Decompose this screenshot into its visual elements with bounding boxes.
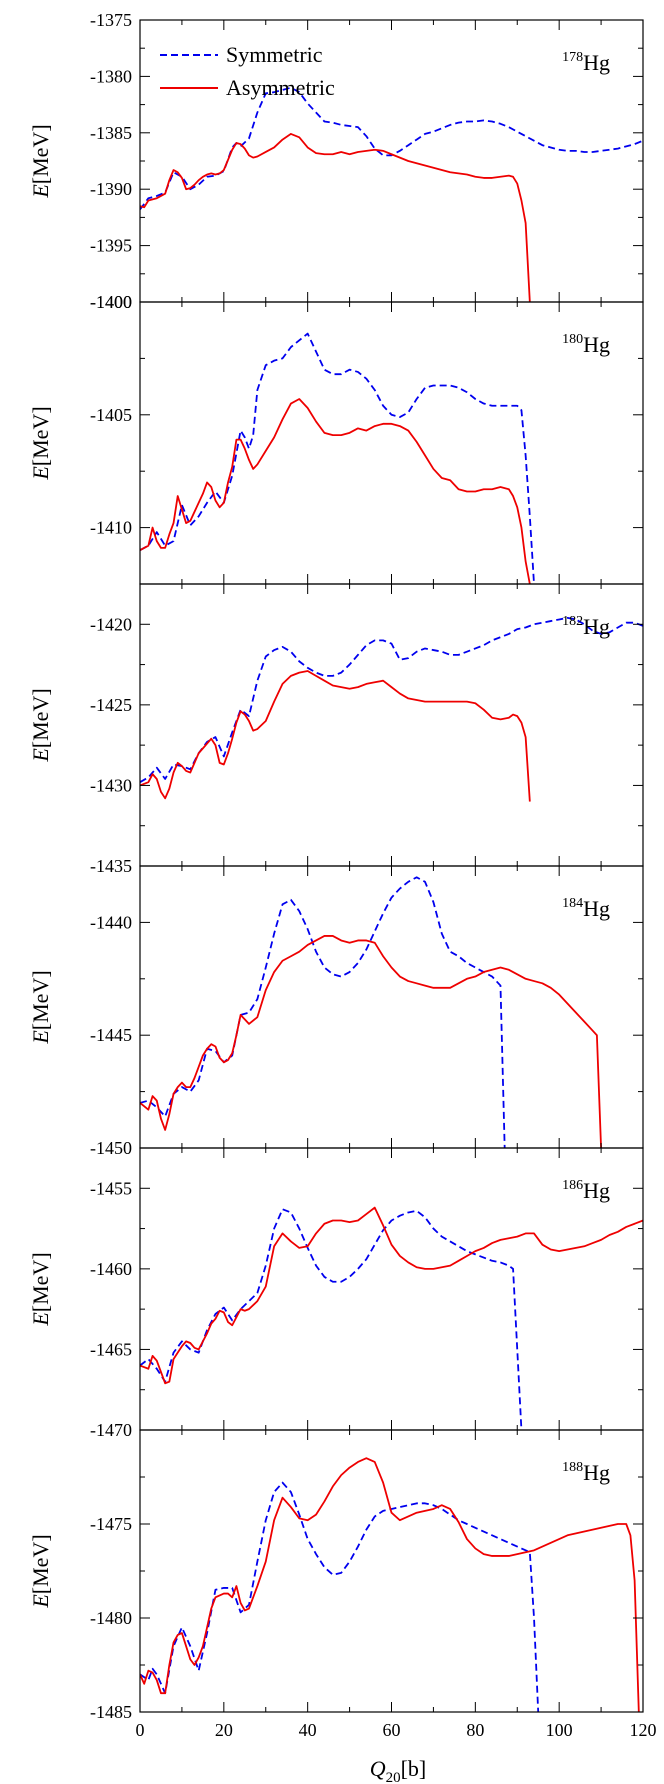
isotope-label-178: 178Hg [562, 50, 610, 75]
isotope-element: Hg [583, 896, 610, 921]
y-axis-label: E[MeV] [28, 406, 53, 480]
y-tick-label: -1475 [90, 1514, 132, 1534]
y-tick-label: -1465 [90, 1339, 132, 1359]
x-tick-label: 100 [546, 1720, 573, 1740]
isotope-element: Hg [583, 614, 610, 639]
isotope-mass: 182 [562, 614, 583, 629]
y-tick-label: -1450 [90, 1138, 132, 1158]
panel-178-hg: -1400 -1395 -1390 -1385 -1380 -1375 E[MeV] 178H… [28, 10, 644, 312]
panels: -1400-1395-1390-1385-1380-1375E[MeV]178H… [28, 10, 657, 1740]
isotope-element: Hg [583, 1460, 610, 1485]
isotope-mass: 186 [562, 1178, 583, 1193]
isotope-label-180: 180Hg [562, 332, 610, 357]
y-tick-label: -1470 [90, 1420, 132, 1440]
y-tick-label: -1430 [90, 775, 132, 795]
series-symmetric-line-178 [140, 86, 643, 211]
y-tick-label: -1455 [90, 1178, 132, 1198]
y-tick-label: -1400 [90, 292, 132, 312]
x-tick-label: 60 [383, 1720, 401, 1740]
isotope-mass: 178 [562, 50, 583, 65]
isotope-element: Hg [583, 332, 610, 357]
isotope-label-182: 182Hg [562, 614, 610, 639]
y-tick-label: -1405 [90, 405, 132, 425]
y-axis-label-unit: [MeV] [28, 124, 53, 184]
y-tick-label: -1375 [90, 10, 132, 30]
x-tick-label: 0 [136, 1720, 145, 1740]
panel-186-hg: -1470 -1465 -1460 -1455 E[MeV] 186Hg [28, 1147, 644, 1440]
series-asymmetric-line-184 [140, 935, 602, 1148]
series-symmetric-line-186 [140, 1208, 523, 1430]
y-axis-label-main: E [28, 1030, 53, 1045]
y-axis-label-unit: [MeV] [28, 1252, 53, 1312]
isotope-element: Hg [583, 50, 610, 75]
series-asymmetric-line-180 [140, 398, 531, 584]
y-axis-label-unit: [MeV] [28, 406, 53, 466]
isotope-label-188: 188Hg [562, 1460, 610, 1485]
x-tick-label: 40 [299, 1720, 317, 1740]
y-axis-label: E[MeV] [28, 970, 53, 1044]
series-symmetric-line-182 [140, 616, 643, 783]
y-axis-label: E[MeV] [28, 124, 53, 198]
x-tick-label: 80 [466, 1720, 484, 1740]
panel-184-hg: -1450 -1445 -1440 E[MeV] 184Hg [28, 865, 644, 1158]
y-tick-label: -1400 [90, 292, 132, 312]
y-tick-label: -1480 [90, 1608, 132, 1628]
y-tick-label: -1410 [90, 518, 132, 538]
x-tick-label: 20 [215, 1720, 233, 1740]
series-symmetric-line-180 [140, 332, 535, 584]
legend-asymmetric-label: Asymmetric [226, 75, 335, 100]
isotope-element: Hg [583, 1178, 610, 1203]
y-axis-label-main: E [28, 1312, 53, 1327]
y-tick-label: -1435 [90, 856, 132, 876]
y-tick-label: -1460 [90, 1259, 132, 1279]
isotope-label-184: 184Hg [562, 896, 610, 921]
x-tick-label: 120 [630, 1720, 657, 1740]
x-axis-label-unit: [b] [401, 1756, 427, 1781]
series-asymmetric-line-186 [140, 1206, 643, 1385]
y-axis-label-unit: [MeV] [28, 1534, 53, 1594]
y-tick-label: -1380 [90, 66, 132, 86]
series-symmetric-line-184 [140, 876, 506, 1148]
y-axis-label-main: E [28, 184, 53, 199]
y-tick-label: -1420 [90, 614, 132, 634]
series-asymmetric-line-178 [140, 133, 531, 302]
series-asymmetric-line-182 [140, 670, 531, 802]
y-tick-label: -1395 [90, 236, 132, 256]
y-axis-label-main: E [28, 466, 53, 481]
y-tick-label: -1390 [90, 179, 132, 199]
y-tick-label: -1425 [90, 695, 132, 715]
isotope-mass: 188 [562, 1460, 583, 1475]
x-axis-label: Q20[b] [370, 1756, 427, 1784]
panel-180-hg: -1410 -1405 -1400 E[MeV] 180Hg [28, 292, 644, 585]
y-axis-label: E[MeV] [28, 1534, 53, 1608]
isotope-mass: 184 [562, 896, 583, 911]
legend-symmetric-label: Symmetric [226, 42, 323, 67]
x-axis-label-sub: 20 [386, 1770, 401, 1784]
y-tick-label: -1385 [90, 123, 132, 143]
y-axis-label-unit: [MeV] [28, 688, 53, 748]
y-axis-label: E[MeV] [28, 1252, 53, 1326]
y-axis-label-main: E [28, 748, 53, 763]
panel-188-hg: -1485 -1480 -1475 E[MeV] 188Hg [28, 1429, 644, 1722]
y-axis-label: E[MeV] [28, 688, 53, 762]
isotope-label-186: 186Hg [562, 1178, 610, 1203]
isotope-mass: 180 [562, 332, 583, 347]
series-symmetric-line-188 [140, 1481, 540, 1712]
y-axis-label-unit: [MeV] [28, 970, 53, 1030]
y-tick-label: -1445 [90, 1025, 132, 1045]
legend: Symmetric Asymmetric [160, 42, 335, 100]
y-tick-label: -1440 [90, 912, 132, 932]
series-asymmetric-line-188 [140, 1457, 640, 1712]
y-tick-label: -1485 [90, 1702, 132, 1722]
panel-182-hg: -1435 -1430 -1425 -1420 E[MeV] 182Hg [28, 583, 644, 876]
x-axis-label-main: Q [370, 1756, 386, 1781]
y-axis-label-main: E [28, 1594, 53, 1609]
